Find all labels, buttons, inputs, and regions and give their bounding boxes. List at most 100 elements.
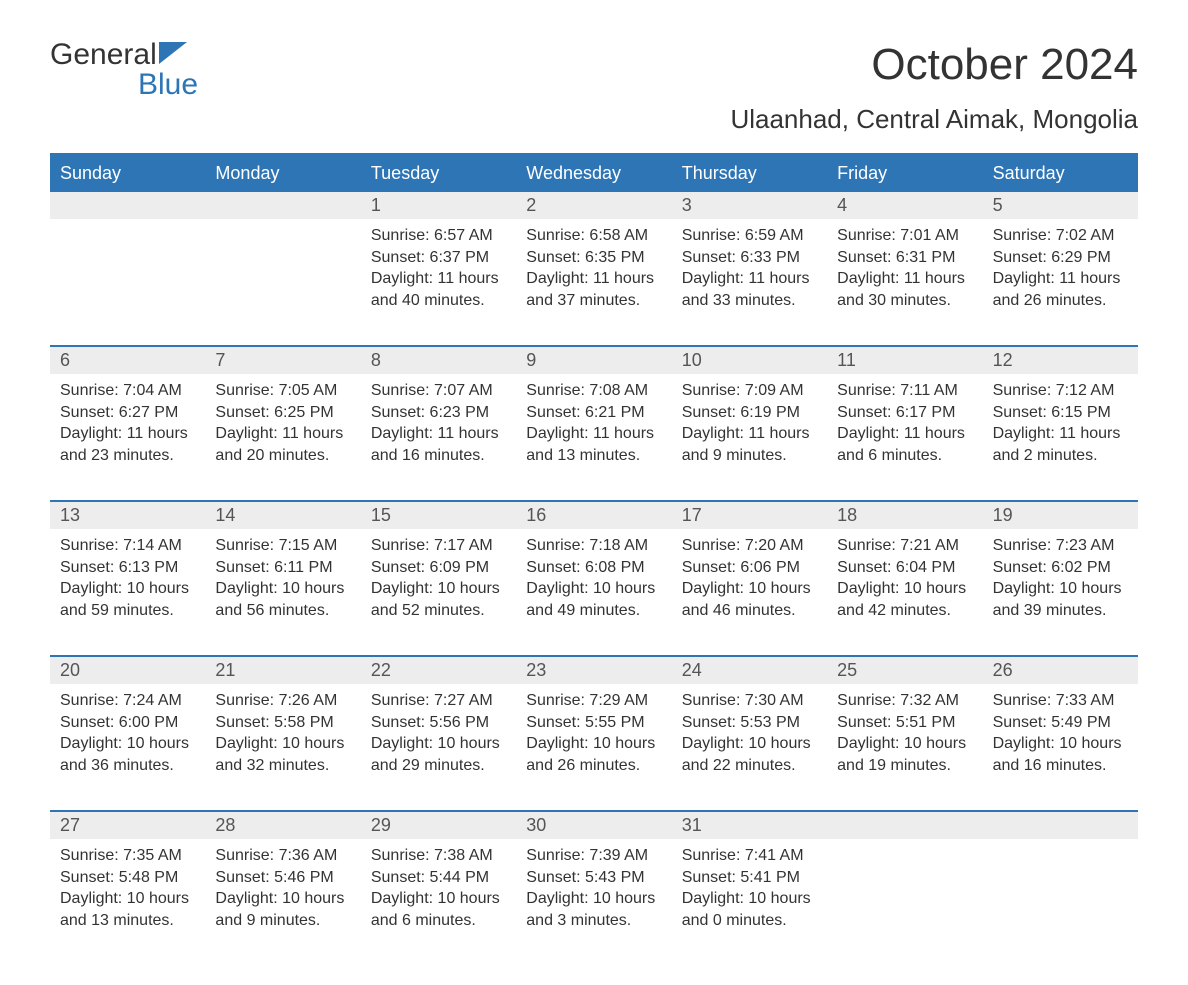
day-cell: Sunrise: 7:14 AMSunset: 6:13 PMDaylight:…: [50, 529, 205, 635]
daylight-line: Daylight: 10 hours: [215, 578, 350, 600]
daylight-line-2: and 19 minutes.: [837, 755, 972, 777]
daylight-line: Daylight: 10 hours: [682, 888, 817, 910]
daylight-line: Daylight: 10 hours: [526, 888, 661, 910]
day-cell: Sunrise: 7:30 AMSunset: 5:53 PMDaylight:…: [672, 684, 827, 790]
sunset-line: Sunset: 5:55 PM: [526, 712, 661, 734]
sunset-line: Sunset: 6:00 PM: [60, 712, 195, 734]
month-title: October 2024: [730, 40, 1138, 90]
daylight-line: Daylight: 10 hours: [993, 733, 1128, 755]
day-cell: Sunrise: 7:02 AMSunset: 6:29 PMDaylight:…: [983, 219, 1138, 325]
daylight-line-2: and 49 minutes.: [526, 600, 661, 622]
day-number: 11: [827, 347, 982, 374]
day-cell: Sunrise: 7:23 AMSunset: 6:02 PMDaylight:…: [983, 529, 1138, 635]
sunrise-line: Sunrise: 7:05 AM: [215, 380, 350, 402]
sunset-line: Sunset: 5:48 PM: [60, 867, 195, 889]
sunset-line: Sunset: 5:51 PM: [837, 712, 972, 734]
day-cell: Sunrise: 7:11 AMSunset: 6:17 PMDaylight:…: [827, 374, 982, 480]
day-cell: Sunrise: 6:57 AMSunset: 6:37 PMDaylight:…: [361, 219, 516, 325]
weekday-header: Thursday: [672, 155, 827, 192]
daylight-line-2: and 59 minutes.: [60, 600, 195, 622]
day-cell: Sunrise: 7:08 AMSunset: 6:21 PMDaylight:…: [516, 374, 671, 480]
day-number: 8: [361, 347, 516, 374]
daylight-line: Daylight: 11 hours: [682, 268, 817, 290]
sunset-line: Sunset: 6:25 PM: [215, 402, 350, 424]
day-cell: Sunrise: 7:32 AMSunset: 5:51 PMDaylight:…: [827, 684, 982, 790]
day-cell: Sunrise: 7:01 AMSunset: 6:31 PMDaylight:…: [827, 219, 982, 325]
daylight-line-2: and 6 minutes.: [837, 445, 972, 467]
day-cell: Sunrise: 7:09 AMSunset: 6:19 PMDaylight:…: [672, 374, 827, 480]
daylight-line: Daylight: 11 hours: [60, 423, 195, 445]
day-number: 14: [205, 502, 360, 529]
sunrise-line: Sunrise: 7:24 AM: [60, 690, 195, 712]
daylight-line: Daylight: 11 hours: [526, 423, 661, 445]
daylight-line-2: and 52 minutes.: [371, 600, 506, 622]
daylight-line: Daylight: 11 hours: [371, 423, 506, 445]
daylight-line-2: and 3 minutes.: [526, 910, 661, 932]
day-cell: Sunrise: 7:20 AMSunset: 6:06 PMDaylight:…: [672, 529, 827, 635]
day-cell: Sunrise: 7:29 AMSunset: 5:55 PMDaylight:…: [516, 684, 671, 790]
day-cell: Sunrise: 7:27 AMSunset: 5:56 PMDaylight:…: [361, 684, 516, 790]
daylight-line-2: and 32 minutes.: [215, 755, 350, 777]
sunrise-line: Sunrise: 7:32 AM: [837, 690, 972, 712]
daylight-line-2: and 39 minutes.: [993, 600, 1128, 622]
sunrise-line: Sunrise: 7:12 AM: [993, 380, 1128, 402]
day-number: 21: [205, 657, 360, 684]
daylight-line-2: and 16 minutes.: [371, 445, 506, 467]
daylight-line: Daylight: 10 hours: [682, 733, 817, 755]
daylight-line: Daylight: 10 hours: [993, 578, 1128, 600]
daylight-line: Daylight: 10 hours: [526, 578, 661, 600]
day-number: 29: [361, 812, 516, 839]
daylight-line-2: and 30 minutes.: [837, 290, 972, 312]
sunrise-line: Sunrise: 7:33 AM: [993, 690, 1128, 712]
weekday-header: Saturday: [983, 155, 1138, 192]
sunrise-line: Sunrise: 7:11 AM: [837, 380, 972, 402]
sunset-line: Sunset: 6:11 PM: [215, 557, 350, 579]
day-cell: Sunrise: 7:35 AMSunset: 5:48 PMDaylight:…: [50, 839, 205, 945]
location-subtitle: Ulaanhad, Central Aimak, Mongolia: [730, 104, 1138, 135]
day-cell: Sunrise: 6:59 AMSunset: 6:33 PMDaylight:…: [672, 219, 827, 325]
day-number: 15: [361, 502, 516, 529]
daylight-line-2: and 26 minutes.: [993, 290, 1128, 312]
day-cell: [983, 839, 1138, 945]
daylight-line: Daylight: 10 hours: [371, 733, 506, 755]
sunrise-line: Sunrise: 7:18 AM: [526, 535, 661, 557]
day-number: 3: [672, 192, 827, 219]
daylight-line: Daylight: 11 hours: [526, 268, 661, 290]
calendar-week: 12345Sunrise: 6:57 AMSunset: 6:37 PMDayl…: [50, 192, 1138, 325]
day-cell: Sunrise: 7:41 AMSunset: 5:41 PMDaylight:…: [672, 839, 827, 945]
daylight-line: Daylight: 10 hours: [215, 733, 350, 755]
daylight-line: Daylight: 11 hours: [993, 423, 1128, 445]
day-number: 26: [983, 657, 1138, 684]
calendar-week: 13141516171819Sunrise: 7:14 AMSunset: 6:…: [50, 500, 1138, 635]
day-cell: Sunrise: 7:17 AMSunset: 6:09 PMDaylight:…: [361, 529, 516, 635]
daylight-line-2: and 40 minutes.: [371, 290, 506, 312]
day-cell: Sunrise: 7:24 AMSunset: 6:00 PMDaylight:…: [50, 684, 205, 790]
day-number: [827, 812, 982, 839]
sunrise-line: Sunrise: 7:30 AM: [682, 690, 817, 712]
sunset-line: Sunset: 6:08 PM: [526, 557, 661, 579]
day-number: 9: [516, 347, 671, 374]
sunset-line: Sunset: 6:06 PM: [682, 557, 817, 579]
sunrise-line: Sunrise: 7:14 AM: [60, 535, 195, 557]
day-cell: Sunrise: 7:07 AMSunset: 6:23 PMDaylight:…: [361, 374, 516, 480]
weekday-header: Monday: [205, 155, 360, 192]
sunrise-line: Sunrise: 7:23 AM: [993, 535, 1128, 557]
sunset-line: Sunset: 6:35 PM: [526, 247, 661, 269]
day-number: 31: [672, 812, 827, 839]
day-cell: Sunrise: 7:38 AMSunset: 5:44 PMDaylight:…: [361, 839, 516, 945]
daylight-line: Daylight: 11 hours: [682, 423, 817, 445]
sunrise-line: Sunrise: 7:41 AM: [682, 845, 817, 867]
calendar: Sunday Monday Tuesday Wednesday Thursday…: [50, 153, 1138, 945]
daylight-line-2: and 13 minutes.: [526, 445, 661, 467]
daylight-line-2: and 36 minutes.: [60, 755, 195, 777]
day-number: 2: [516, 192, 671, 219]
day-cell: Sunrise: 7:04 AMSunset: 6:27 PMDaylight:…: [50, 374, 205, 480]
sunset-line: Sunset: 5:46 PM: [215, 867, 350, 889]
sunset-line: Sunset: 6:33 PM: [682, 247, 817, 269]
day-number-row: 13141516171819: [50, 502, 1138, 529]
sunrise-line: Sunrise: 7:17 AM: [371, 535, 506, 557]
sunset-line: Sunset: 6:27 PM: [60, 402, 195, 424]
sunrise-line: Sunrise: 7:02 AM: [993, 225, 1128, 247]
daylight-line-2: and 9 minutes.: [682, 445, 817, 467]
daylight-line: Daylight: 11 hours: [837, 423, 972, 445]
